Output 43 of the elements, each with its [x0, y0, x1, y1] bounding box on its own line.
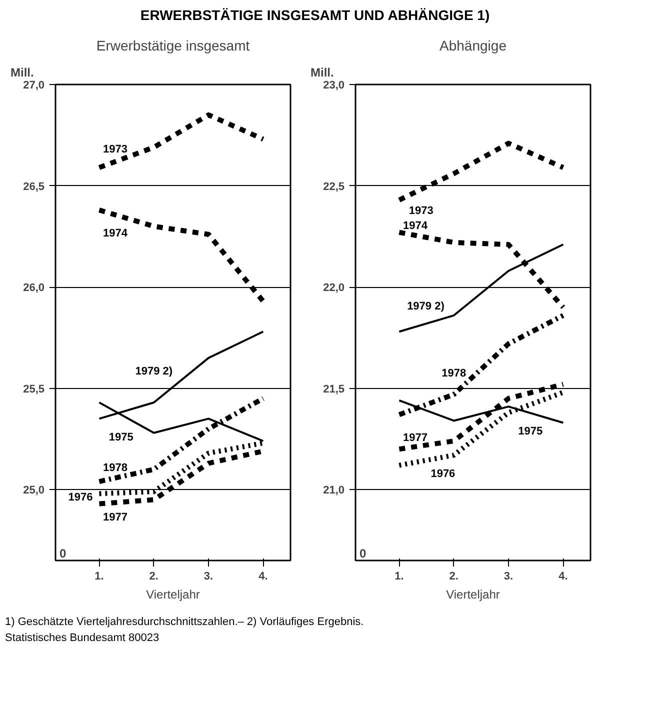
- y-tick-label: 21,0: [323, 484, 345, 497]
- x-tick-label: 4.: [558, 570, 568, 582]
- series-label: 1974: [402, 220, 428, 232]
- series-label: 1976: [430, 468, 456, 480]
- series-label: 1977: [402, 432, 428, 444]
- x-tick-label: 4.: [258, 570, 268, 582]
- series-label: 1978: [102, 462, 128, 474]
- x-tick-label: 2.: [449, 570, 458, 582]
- chart-subtitle: Erwerbstätige insgesamt: [96, 38, 250, 54]
- y-axis-title: Mill.: [310, 66, 334, 80]
- x-tick-label: 1.: [394, 570, 404, 582]
- x-tick-label: 3.: [504, 570, 514, 582]
- y-tick-label: 26,5: [23, 180, 45, 193]
- series-label: 1975: [518, 426, 543, 438]
- y-tick-label: 23,0: [323, 80, 345, 92]
- series-label: 1973: [408, 205, 434, 218]
- series-label: 1976: [68, 492, 93, 504]
- annotation: 0: [60, 546, 66, 560]
- series-label: 1975: [108, 431, 134, 444]
- y-tick-label: 22,5: [323, 180, 345, 193]
- y-tick-label: 27,0: [23, 80, 45, 92]
- chart-title: ERWERBSTÄTIGE INSGESAMT UND ABHÄNGIGE 1): [140, 6, 490, 25]
- series-label: 1979 2): [135, 366, 173, 378]
- y-tick-label: 25,0: [23, 484, 45, 497]
- y-axis-title: Mill.: [10, 66, 34, 80]
- text: 1) Geschätzte Vierteljahresdurchschnittszahlen.– 2) Vorläufiges Ergebnis.: [5, 616, 364, 628]
- series-label: 1979 2): [407, 300, 445, 313]
- x-axis-title: Vierteljahr: [146, 588, 200, 602]
- series-label: 1978: [442, 367, 466, 380]
- chart-subtitle: Abhängige: [440, 38, 507, 54]
- y-tick-label: 26,0: [23, 282, 45, 294]
- x-tick-label: 3.: [204, 570, 214, 582]
- x-tick-label: 1.: [94, 570, 104, 582]
- y-tick-label: 21,5: [323, 383, 345, 396]
- x-tick-label: 2.: [149, 570, 158, 582]
- series-label: 1974: [102, 227, 128, 240]
- annotation: 0: [360, 546, 366, 560]
- y-tick-label: 22,0: [323, 282, 345, 294]
- x-axis-title: Vierteljahr: [446, 588, 500, 602]
- series-label: 1977: [102, 512, 128, 524]
- series-label: 1973: [102, 144, 128, 156]
- text: Statistisches Bundesamt 80023: [5, 632, 160, 644]
- y-tick-label: 25,5: [23, 383, 45, 396]
